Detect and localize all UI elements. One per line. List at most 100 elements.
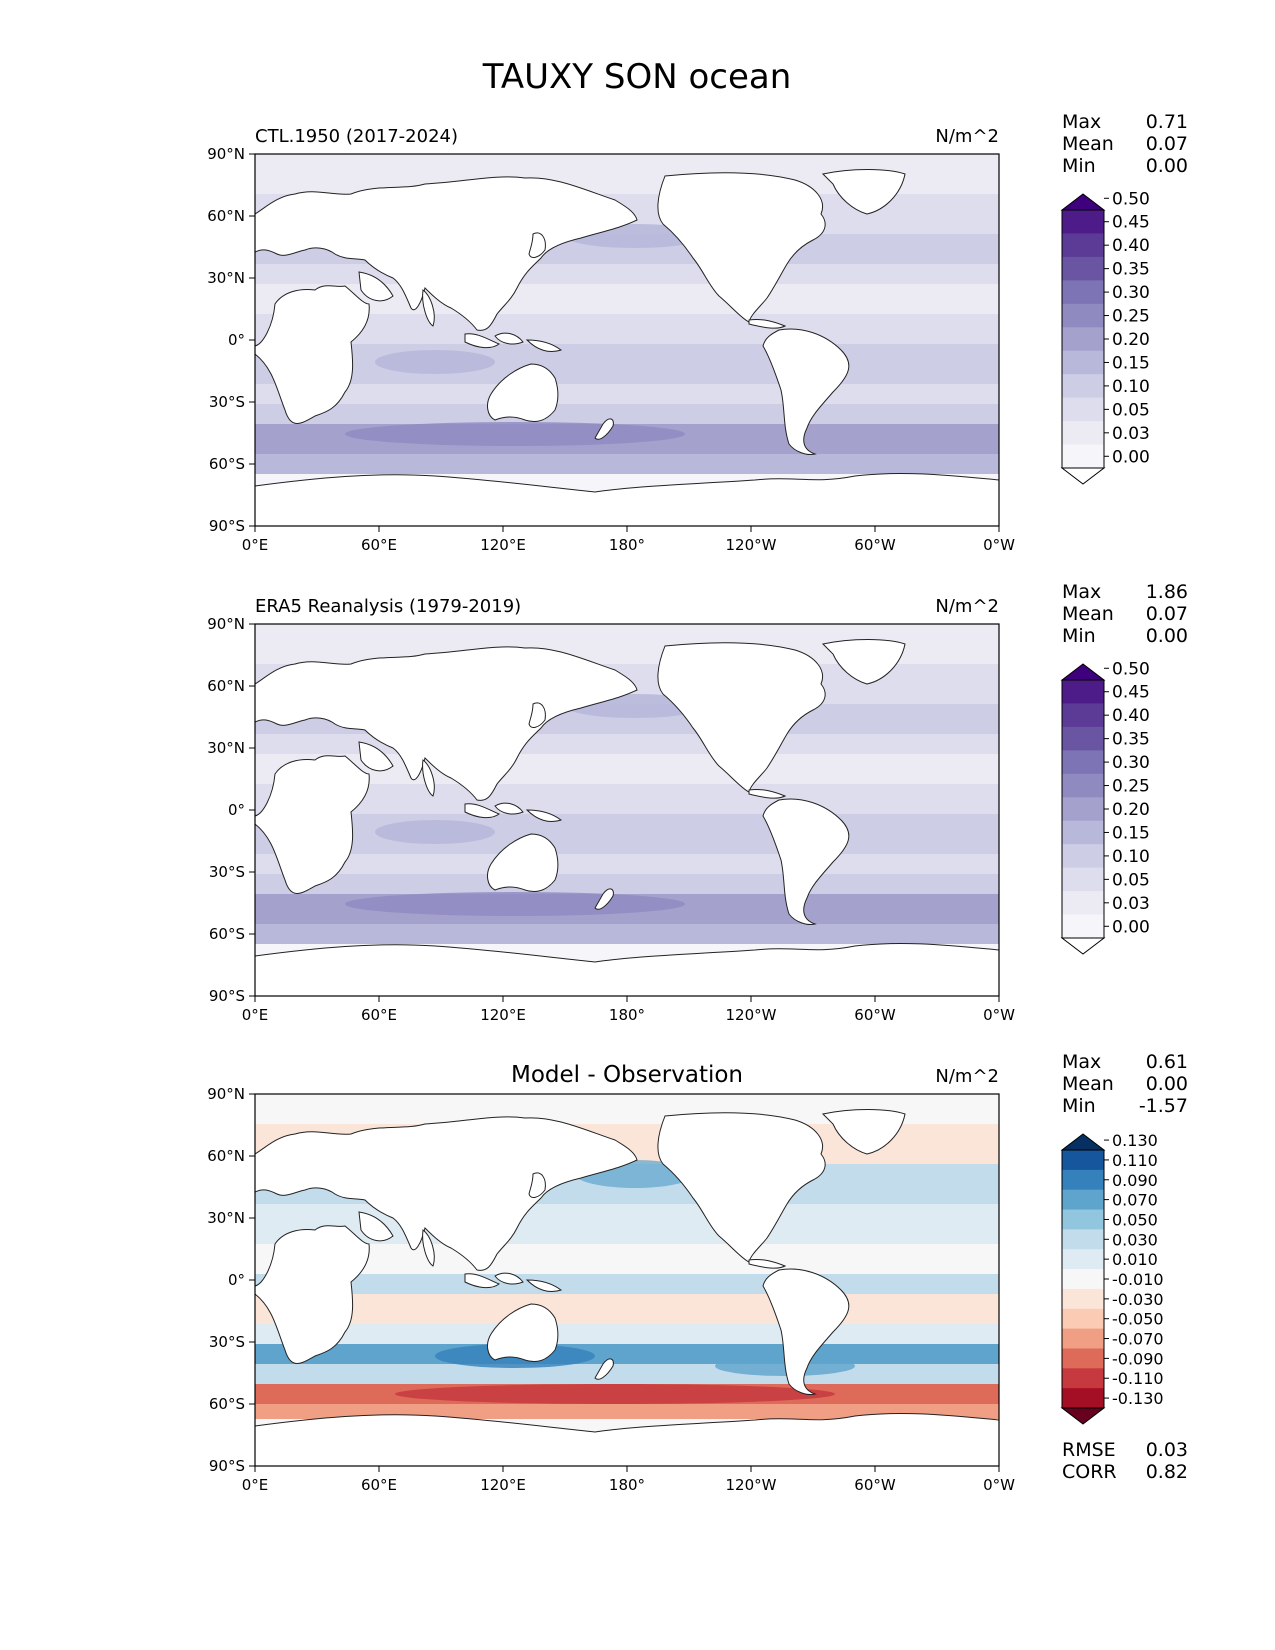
lon-tick-label: 180° [609, 536, 645, 554]
lon-tick-label: 120°W [726, 1006, 777, 1024]
colorbar-segment [1062, 1288, 1104, 1310]
colorbar-tick-label: 0.03 [1112, 894, 1150, 914]
colorbar-era5: 0.00 0.03 0.05 0.10 0.15 0.20 0.25 0.30 0.35 0.40… [1060, 659, 1150, 955]
stat-label: Max [1062, 111, 1101, 133]
panel-diff: 90°N 60°N 30°N 0° 30°S 60°S 90°S0°E 60°E 120°E 18… [207, 1062, 1015, 1494]
panel-units: N/m^2 [935, 126, 999, 147]
colorbar-segment [1062, 797, 1104, 822]
stat-value: 0.00 [1146, 155, 1188, 177]
colorbar-segment [1062, 680, 1104, 704]
colorbar-tick-label: 0.35 [1112, 730, 1150, 750]
footer-stats-diff: RMSE 0.03 CORR 0.82 [1062, 1439, 1188, 1483]
colorbar-tick-label: 0.10 [1112, 847, 1150, 867]
lat-tick-label: 60°S [209, 925, 245, 943]
lat-tick-label: 90°S [209, 517, 245, 535]
colorbar-tick-label: -0.010 [1112, 1270, 1164, 1289]
field-patch [375, 350, 495, 374]
colorbar-segment [1062, 233, 1104, 258]
lon-tick-label: 60°E [361, 1476, 397, 1494]
lon-tick-label: 60°W [854, 536, 896, 554]
lon-tick-label: 60°E [361, 1006, 397, 1024]
stats-ctl: Max 0.71 Mean 0.07 Min 0.00 [1062, 111, 1188, 177]
field-band [255, 1324, 999, 1344]
colorbar-tick-label: 0.00 [1112, 447, 1150, 467]
lon-tick-label: 0°E [242, 1006, 269, 1024]
stat-label: Max [1062, 1051, 1101, 1073]
lon-tick-label: 0°W [983, 1006, 1015, 1024]
colorbar-diff: -0.130-0.110-0.090-0.070-0.050-0.030-0.0… [1060, 1131, 1164, 1425]
panel-units: N/m^2 [935, 596, 999, 617]
panel-title: CTL.1950 (2017-2024) [255, 126, 458, 147]
stat-value: 0.82 [1146, 1461, 1188, 1483]
colorbar-segment [1062, 1368, 1104, 1389]
field-band [255, 344, 999, 384]
stat-label: Mean [1062, 133, 1114, 155]
lat-tick-label: 60°N [207, 677, 245, 695]
lon-tick-label: 60°E [361, 536, 397, 554]
colorbar-extend-top [1060, 193, 1106, 211]
colorbar-segment [1062, 1169, 1104, 1191]
colorbar-tick-label: 0.45 [1112, 683, 1150, 703]
stat-label: Min [1062, 625, 1096, 647]
lat-tick-label: 30°N [207, 739, 245, 757]
colorbar-segment [1062, 374, 1104, 399]
colorbar-segment [1062, 914, 1104, 939]
field-band [255, 874, 999, 894]
stat-value: -1.57 [1139, 1095, 1188, 1117]
colorbar-tick-label: -0.050 [1112, 1310, 1164, 1329]
colorbar-tick-label: 0.15 [1112, 353, 1150, 373]
stat-value: 0.61 [1146, 1051, 1188, 1073]
colorbar-segment [1062, 210, 1104, 234]
colorbar-tick-label: 0.10 [1112, 377, 1150, 397]
colorbar-segment [1062, 750, 1104, 775]
colorbar-extend-bottom [1060, 467, 1106, 485]
lon-tick-label: 120°E [480, 536, 526, 554]
colorbar-extend-bottom [1060, 937, 1106, 955]
colorbar-segment [1062, 397, 1104, 422]
field-patch [395, 1384, 835, 1404]
stat-label: Max [1062, 581, 1101, 603]
stat-label: CORR [1062, 1461, 1117, 1483]
colorbar-tick-label: 0.110 [1112, 1151, 1158, 1170]
stat-label: RMSE [1062, 1439, 1116, 1461]
lat-tick-label: 60°N [207, 207, 245, 225]
lon-tick-label: 0°W [983, 1476, 1015, 1494]
lat-tick-label: 0° [228, 801, 245, 819]
colorbar-tick-label: 0.25 [1112, 307, 1150, 327]
colorbar-extend-bottom [1060, 1407, 1106, 1425]
colorbar-segment [1062, 703, 1104, 728]
colorbar-segment [1062, 280, 1104, 305]
colorbar-tick-label: 0.15 [1112, 823, 1150, 843]
stat-value: 0.00 [1146, 1073, 1188, 1095]
colorbar-segment [1062, 421, 1104, 446]
field-band [255, 1344, 999, 1364]
lat-tick-label: 30°S [209, 393, 245, 411]
panel-era5: 90°N 60°N 30°N 0° 30°S 60°S 90°S0°E 60°E 120°E 18… [207, 596, 1015, 1024]
stat-value: 1.86 [1146, 581, 1188, 603]
field-band [255, 854, 999, 874]
colorbar-segment [1062, 867, 1104, 892]
field-band [255, 1364, 999, 1384]
colorbar-tick-label: 0.070 [1112, 1191, 1158, 1210]
field-band [255, 384, 999, 404]
colorbar-tick-label: 0.050 [1112, 1210, 1158, 1229]
lat-tick-label: 90°N [207, 1085, 245, 1103]
colorbar-segment [1062, 1308, 1104, 1330]
lat-tick-label: 60°S [209, 455, 245, 473]
colorbar-tick-label: -0.130 [1112, 1389, 1164, 1408]
colorbar-segment [1062, 1209, 1104, 1230]
panel-units: N/m^2 [935, 1066, 999, 1087]
colorbar-tick-label: 0.20 [1112, 330, 1150, 350]
colorbar-ctl: 0.00 0.03 0.05 0.10 0.15 0.20 0.25 0.30 0.35 0.40… [1060, 189, 1150, 485]
field-patch [345, 892, 685, 916]
colorbar-segment [1062, 256, 1104, 281]
colorbar-tick-label: 0.03 [1112, 424, 1150, 444]
colorbar-tick-label: -0.110 [1112, 1369, 1164, 1388]
colorbar-tick-label: 0.05 [1112, 870, 1150, 890]
stats-diff: Max 0.61 Mean 0.00 Min -1.57 [1062, 1051, 1188, 1117]
lat-tick-label: 30°S [209, 863, 245, 881]
field-band [255, 1244, 999, 1274]
stat-value: 0.07 [1146, 603, 1188, 625]
lon-tick-label: 0°W [983, 536, 1015, 554]
